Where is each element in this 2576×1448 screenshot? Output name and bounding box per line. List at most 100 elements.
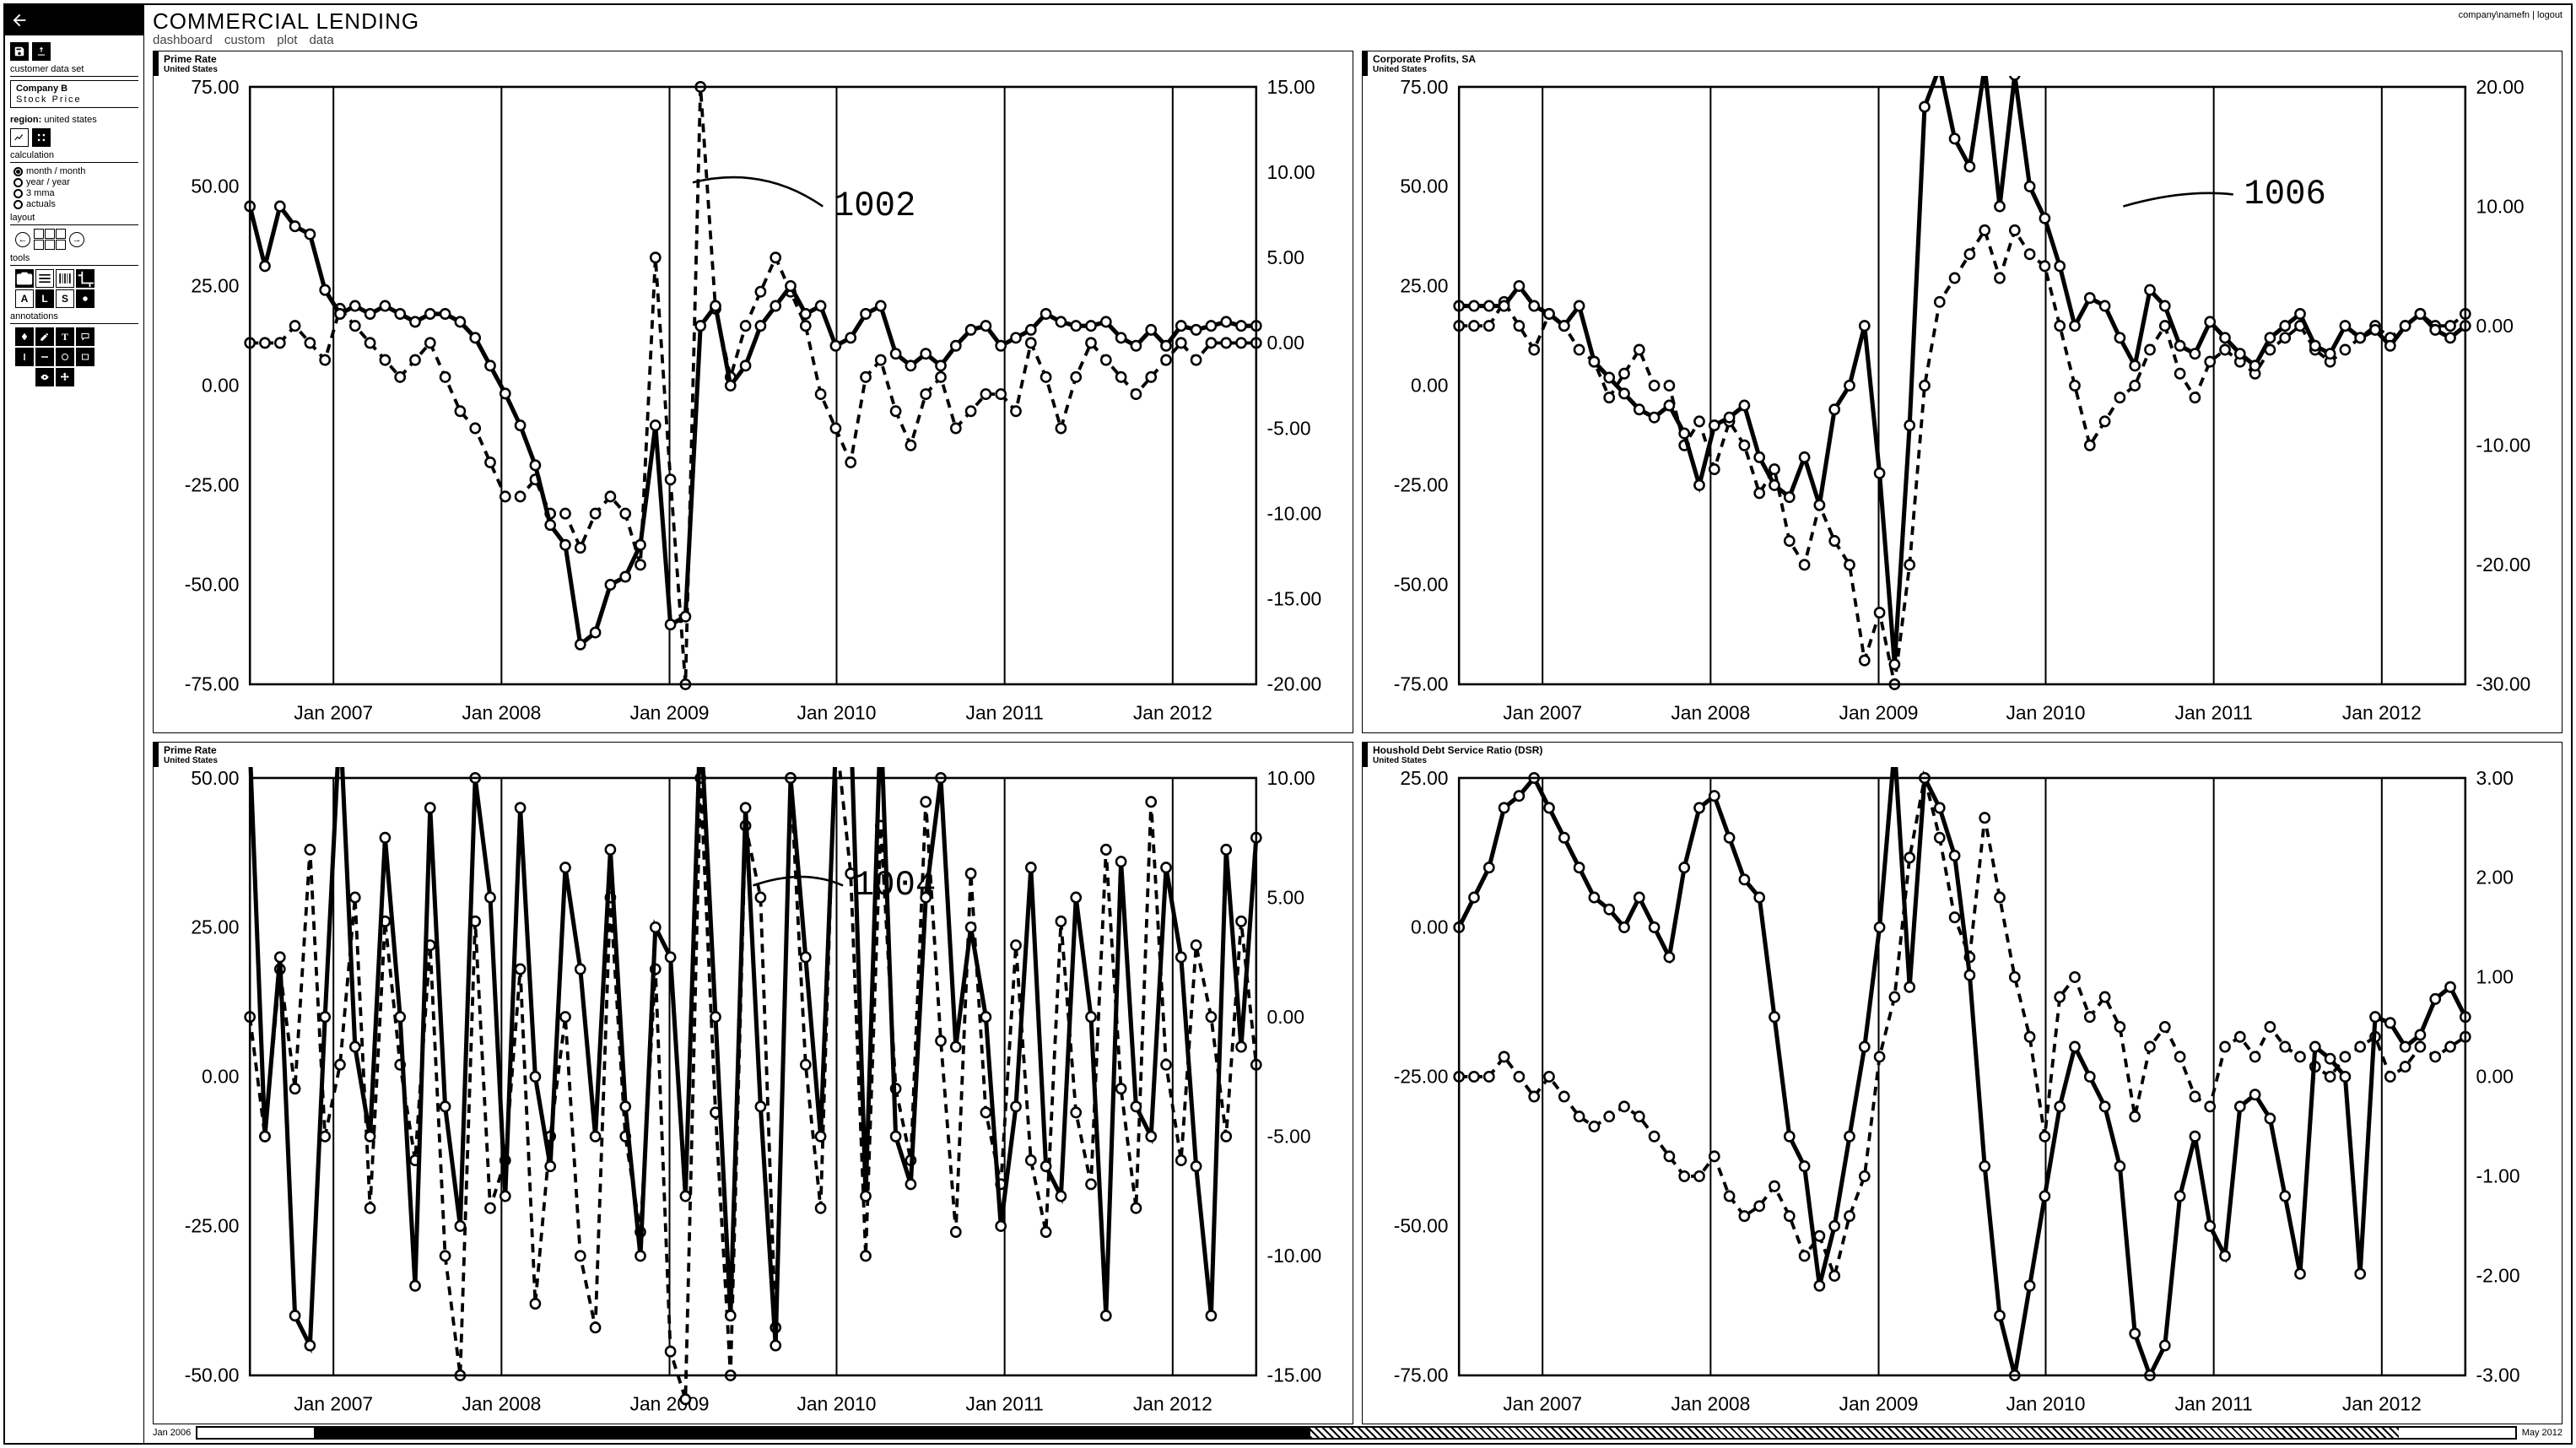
plot-area[interactable]: Jan 2007Jan 2008Jan 2009Jan 2010Jan 2011… [1363, 767, 2562, 1424]
tool-dot-icon[interactable] [76, 289, 95, 308]
svg-text:10.00: 10.00 [1267, 767, 1315, 789]
chart-title: Houshold Debt Service Ratio (DSR) [1373, 744, 2557, 756]
calc-opt-1[interactable]: year / year [14, 177, 138, 187]
svg-text:0.00: 0.00 [1411, 375, 1448, 397]
chart-header: Prime RateUnited States [154, 51, 1353, 76]
svg-text:1006: 1006 [2244, 175, 2325, 213]
svg-text:Jan 2010: Jan 2010 [797, 701, 877, 723]
svg-text:Jan 2012: Jan 2012 [2342, 701, 2422, 723]
charts-grid: Prime RateUnited StatesJan 2007Jan 2008J… [144, 47, 2571, 1424]
calc-opt-0[interactable]: month / month [14, 166, 138, 176]
svg-text:50.00: 50.00 [191, 176, 239, 197]
chart-title: Prime Rate [164, 744, 1347, 756]
svg-text:Jan 2010: Jan 2010 [2006, 1392, 2086, 1414]
tool-l-button[interactable]: L [35, 289, 54, 308]
svg-text:5.00: 5.00 [1267, 886, 1304, 908]
tool-s-button[interactable]: S [56, 289, 74, 308]
ann-circle-icon[interactable] [56, 348, 74, 366]
ann-diamond-icon[interactable] [15, 327, 34, 346]
svg-text:25.00: 25.00 [191, 916, 239, 938]
ann-eye-icon[interactable] [35, 368, 54, 386]
chart-header: Houshold Debt Service Ratio (DSR)United … [1363, 743, 2562, 767]
svg-text:Jan 2011: Jan 2011 [966, 701, 1044, 723]
tool-list-icon[interactable] [35, 269, 54, 288]
ann-vline-icon[interactable] [15, 348, 34, 366]
svg-text:15.00: 15.00 [1267, 76, 1315, 98]
layout-prev-icon[interactable]: ← [15, 232, 30, 247]
svg-text:-15.00: -15.00 [1267, 1364, 1322, 1386]
svg-text:Jan 2008: Jan 2008 [462, 701, 541, 723]
tab-dashboard[interactable]: dashboard [153, 33, 213, 47]
layout-control: ← → [15, 229, 138, 250]
ann-rect-icon[interactable] [76, 348, 95, 366]
plot-area[interactable]: Jan 2007Jan 2008Jan 2009Jan 2010Jan 2011… [1363, 76, 2562, 732]
dataset-line2: Stock Price [16, 95, 133, 105]
svg-text:-30.00: -30.00 [2476, 673, 2531, 694]
calc-opt-2[interactable]: 3 mma [14, 188, 138, 198]
svg-text:75.00: 75.00 [1400, 76, 1448, 98]
svg-text:Jan 2007: Jan 2007 [294, 1392, 373, 1414]
layout-next-icon[interactable]: → [69, 232, 84, 247]
save-icon[interactable] [10, 42, 29, 61]
svg-text:Jan 2009: Jan 2009 [1839, 1392, 1919, 1414]
chart-panel-0: Prime RateUnited StatesJan 2007Jan 2008J… [153, 51, 1353, 733]
tool-camera-icon[interactable] [15, 269, 34, 288]
calc-opt-3[interactable]: actuals [14, 199, 138, 209]
ann-callout-icon[interactable] [76, 327, 95, 346]
svg-text:10.00: 10.00 [1267, 161, 1315, 183]
header: COMMERCIAL LENDING dashboard custom plot… [144, 5, 2571, 47]
svg-text:Jan 2009: Jan 2009 [1839, 701, 1919, 723]
svg-text:2.00: 2.00 [2476, 867, 2514, 889]
region-resize-icon[interactable] [32, 128, 51, 147]
tool-barcode-icon[interactable] [56, 269, 74, 288]
app-title: COMMERCIAL LENDING [153, 8, 2459, 35]
tab-custom[interactable]: custom [224, 33, 265, 47]
ann-move-icon[interactable] [56, 368, 74, 386]
ann-pencil-icon[interactable] [35, 327, 54, 346]
svg-text:0.00: 0.00 [2476, 1066, 2514, 1088]
svg-text:-25.00: -25.00 [1394, 474, 1449, 496]
svg-text:-50.00: -50.00 [185, 1364, 240, 1386]
svg-text:Jan 2007: Jan 2007 [294, 701, 373, 723]
main-area: COMMERCIAL LENDING dashboard custom plot… [144, 5, 2571, 1443]
svg-text:1.00: 1.00 [2476, 966, 2514, 988]
tool-crop-icon[interactable] [76, 269, 95, 288]
svg-text:0.00: 0.00 [1267, 1006, 1304, 1028]
svg-text:-50.00: -50.00 [1394, 574, 1449, 596]
svg-text:-75.00: -75.00 [185, 673, 240, 694]
svg-text:Jan 2009: Jan 2009 [630, 1392, 710, 1414]
svg-text:Jan 2007: Jan 2007 [1503, 701, 1582, 723]
layout-grid-picker[interactable] [34, 229, 66, 250]
tab-data[interactable]: data [309, 33, 333, 47]
svg-text:Jan 2012: Jan 2012 [2342, 1392, 2422, 1414]
svg-text:Jan 2012: Jan 2012 [1133, 701, 1212, 723]
tab-plot[interactable]: plot [277, 33, 297, 47]
plot-area[interactable]: Jan 2007 Jan 2008 Jan 2009 Jan 2010 Jan 2011… [154, 76, 1353, 732]
chart-title: Corporate Profits, SA [1373, 53, 2557, 65]
time-slider[interactable]: Jan 2006 May 2012 [144, 1424, 2571, 1443]
svg-text:-50.00: -50.00 [1394, 1215, 1449, 1237]
svg-text:-50.00: -50.00 [185, 574, 240, 596]
svg-text:50.00: 50.00 [1400, 176, 1448, 197]
user-info[interactable]: company\namefn | logout [2459, 8, 2562, 20]
tool-a-button[interactable]: A [15, 289, 34, 308]
svg-text:-75.00: -75.00 [1394, 673, 1449, 694]
ann-hline-icon[interactable] [35, 348, 54, 366]
svg-text:Jan 2008: Jan 2008 [1671, 1392, 1750, 1414]
svg-text:-25.00: -25.00 [1394, 1066, 1449, 1088]
slider-track[interactable] [196, 1426, 2516, 1440]
svg-text:Jan 2011: Jan 2011 [2175, 1392, 2253, 1414]
chart-subtitle: United States [1373, 756, 2557, 765]
dataset-section-label: customer data set [10, 64, 138, 74]
svg-text:25.00: 25.00 [1400, 767, 1448, 789]
region-chart-icon[interactable] [10, 128, 29, 147]
ann-text-icon[interactable]: T [56, 327, 74, 346]
export-icon[interactable] [32, 42, 51, 61]
svg-text:Jan 2008: Jan 2008 [1671, 701, 1750, 723]
plot-area[interactable]: Jan 2007Jan 2008Jan 2009Jan 2010Jan 2011… [154, 767, 1353, 1424]
svg-text:Jan 2009: Jan 2009 [630, 701, 710, 723]
dataset-selector[interactable]: Company B Stock Price [10, 80, 138, 108]
svg-text:-5.00: -5.00 [1267, 1125, 1311, 1147]
back-button[interactable] [5, 5, 143, 35]
svg-text:-15.00: -15.00 [1267, 587, 1322, 609]
